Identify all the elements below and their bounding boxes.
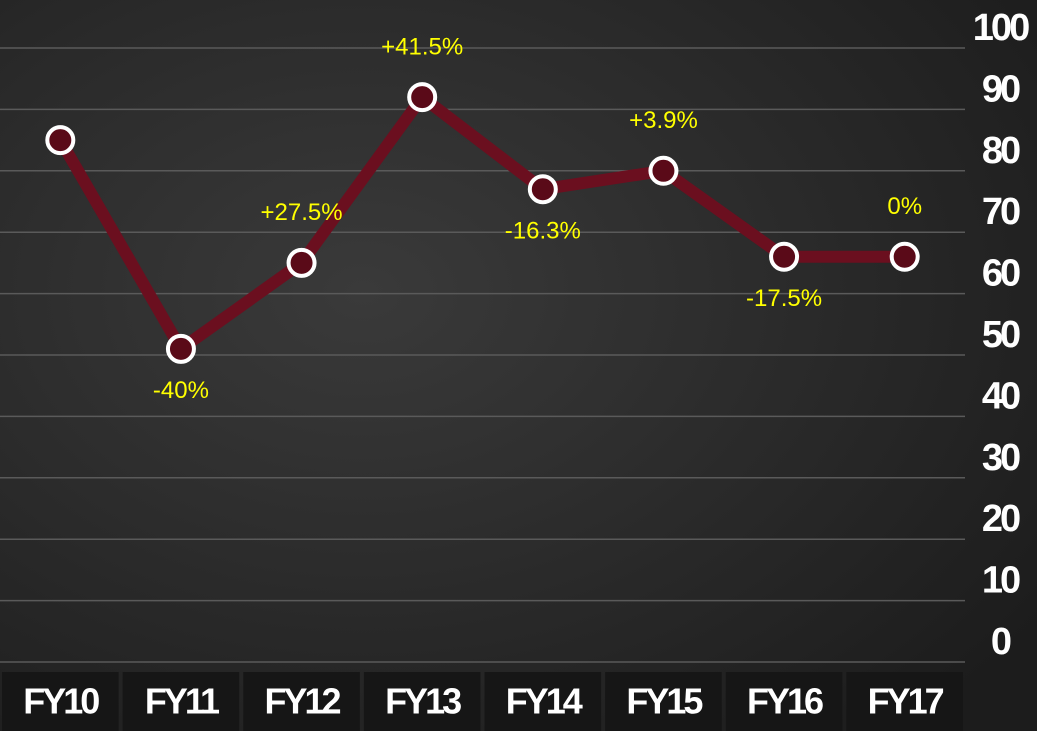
category-box (363, 672, 481, 731)
y-tick-label: 20 (982, 498, 1020, 540)
category-box (2, 672, 119, 731)
y-tick-label: 60 (982, 253, 1020, 295)
category-box (122, 672, 240, 731)
y-tick-label: 30 (982, 437, 1020, 479)
x-tick-label: FY15 (626, 681, 703, 722)
marker (407, 82, 438, 113)
y-tick-label: 100 (973, 7, 1029, 49)
change-label: -17.5% (746, 285, 822, 312)
y-tick-label: 10 (982, 560, 1020, 602)
x-tick-label: FY12 (265, 681, 341, 722)
category-box (846, 672, 963, 731)
y-tick-label: 40 (982, 375, 1020, 417)
y-tick-label: 90 (982, 68, 1020, 110)
change-label: -16.3% (505, 218, 581, 245)
marker (527, 174, 558, 205)
x-tick-label: FY16 (747, 681, 823, 722)
marker (165, 333, 196, 364)
y-tick-label: 0 (991, 621, 1011, 663)
line (55, 88, 905, 358)
x-tick-label: FY17 (868, 681, 944, 722)
y-tick-label: 70 (982, 191, 1020, 233)
change-label: 0% (887, 193, 922, 220)
marker (286, 247, 317, 278)
change-label: -40% (153, 377, 209, 404)
x-tick-label: FY14 (506, 681, 583, 722)
marker (45, 125, 76, 156)
change-label: +3.9% (629, 107, 698, 134)
change-label: +27.5% (261, 199, 343, 226)
marker (648, 155, 679, 186)
x-tick-label: FY13 (385, 681, 461, 722)
change-label: +41.5% (381, 33, 463, 60)
marker (889, 241, 920, 272)
x-tick-label: FY11 (145, 681, 220, 722)
marker (769, 241, 800, 272)
category-box (243, 672, 360, 731)
category-box (484, 672, 602, 731)
category-box (725, 672, 843, 731)
y-tick-label: 80 (982, 130, 1020, 172)
category-box (605, 672, 722, 731)
x-tick-label: FY10 (23, 681, 99, 722)
y-tick-label: 50 (982, 314, 1020, 356)
